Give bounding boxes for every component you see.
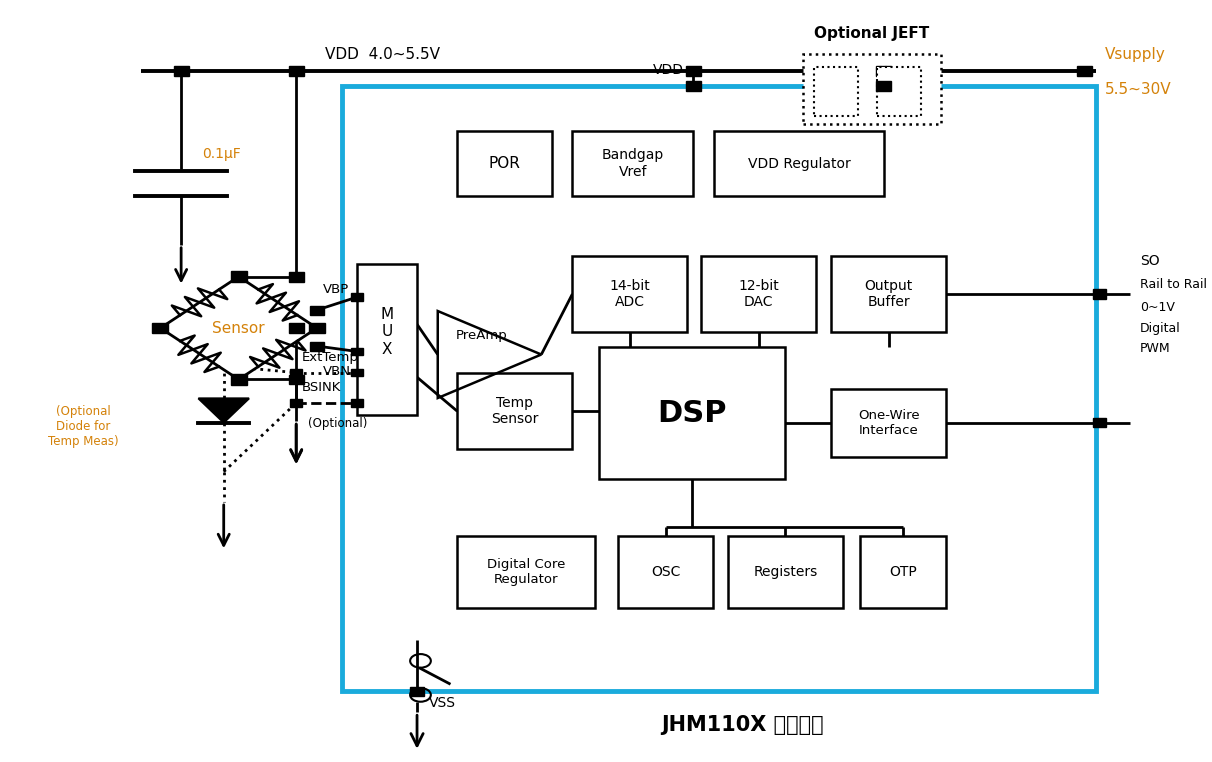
- Bar: [814, 67, 858, 117]
- Bar: [351, 347, 362, 355]
- Text: VBP: VBP: [322, 283, 349, 296]
- Bar: [310, 306, 324, 315]
- Polygon shape: [160, 277, 316, 379]
- Text: VDD Regulator: VDD Regulator: [748, 156, 851, 171]
- Text: BSINK: BSINK: [302, 381, 342, 394]
- Bar: [309, 323, 325, 333]
- Bar: [288, 323, 304, 333]
- Text: 0.1μF: 0.1μF: [202, 147, 241, 161]
- Bar: [599, 347, 785, 479]
- Text: PreAmp: PreAmp: [456, 329, 507, 342]
- Bar: [702, 256, 817, 331]
- Text: 12-bit
DAC: 12-bit DAC: [738, 279, 779, 309]
- Text: VDD  4.0~5.5V: VDD 4.0~5.5V: [325, 46, 440, 62]
- Bar: [288, 272, 304, 281]
- Bar: [410, 687, 424, 696]
- Text: VSS: VSS: [429, 696, 456, 710]
- Bar: [875, 66, 891, 75]
- Text: Registers: Registers: [753, 565, 817, 579]
- Text: Vsupply: Vsupply: [1105, 46, 1166, 62]
- Text: Sensor: Sensor: [212, 321, 265, 335]
- Text: PWM: PWM: [1139, 342, 1171, 355]
- Bar: [288, 375, 304, 384]
- Bar: [727, 536, 842, 608]
- Bar: [802, 54, 941, 123]
- Text: VDD: VDD: [653, 63, 684, 77]
- Text: Optional JEFT: Optional JEFT: [814, 26, 930, 40]
- Bar: [875, 81, 891, 91]
- Bar: [457, 131, 551, 196]
- Bar: [288, 66, 304, 75]
- Bar: [230, 374, 247, 385]
- Text: Digital: Digital: [1139, 322, 1180, 335]
- Text: M
U
X: M U X: [381, 307, 394, 357]
- Bar: [173, 66, 189, 75]
- Bar: [457, 536, 595, 608]
- Bar: [1077, 66, 1092, 75]
- Text: 0~1V: 0~1V: [1139, 301, 1174, 314]
- Text: Temp
Sensor: Temp Sensor: [491, 396, 538, 427]
- Text: DSP: DSP: [657, 399, 727, 427]
- Bar: [572, 131, 693, 196]
- Bar: [342, 86, 1096, 691]
- Text: One-Wire
Interface: One-Wire Interface: [858, 408, 920, 437]
- Text: 14-bit
ADC: 14-bit ADC: [610, 279, 651, 309]
- Text: (Optional
Diode for
Temp Meas): (Optional Diode for Temp Meas): [48, 405, 119, 448]
- Bar: [351, 293, 362, 301]
- Text: Bandgap
Vref: Bandgap Vref: [601, 149, 664, 178]
- Bar: [861, 536, 947, 608]
- Text: OSC: OSC: [651, 565, 680, 579]
- Text: 5.5~30V: 5.5~30V: [1105, 82, 1172, 98]
- Text: Digital Core
Regulator: Digital Core Regulator: [487, 558, 566, 586]
- Bar: [291, 369, 302, 376]
- Bar: [310, 341, 324, 351]
- Bar: [230, 271, 247, 282]
- Text: SO: SO: [1139, 255, 1160, 268]
- Bar: [457, 373, 572, 449]
- Bar: [714, 131, 885, 196]
- Text: POR: POR: [488, 156, 520, 171]
- Bar: [1092, 290, 1107, 299]
- Bar: [1092, 418, 1107, 427]
- Text: OTP: OTP: [890, 565, 917, 579]
- Text: Rail to Rail: Rail to Rail: [1139, 278, 1207, 291]
- Text: VGate: VGate: [888, 63, 932, 77]
- Bar: [877, 67, 921, 117]
- Bar: [686, 66, 701, 75]
- Bar: [831, 389, 947, 456]
- Bar: [291, 399, 302, 407]
- Bar: [358, 264, 417, 415]
- Bar: [686, 81, 701, 91]
- Bar: [351, 369, 362, 376]
- Text: Output
Buffer: Output Buffer: [864, 279, 913, 309]
- Text: ExtTemp: ExtTemp: [302, 351, 359, 363]
- Text: JHM110X 典型应用: JHM110X 典型应用: [661, 716, 823, 735]
- Bar: [153, 323, 168, 333]
- Bar: [351, 399, 362, 407]
- Text: VBN: VBN: [322, 365, 350, 378]
- Bar: [618, 536, 713, 608]
- Text: (Optional): (Optional): [308, 417, 367, 430]
- Bar: [572, 256, 687, 331]
- Polygon shape: [199, 399, 248, 423]
- Bar: [831, 256, 947, 331]
